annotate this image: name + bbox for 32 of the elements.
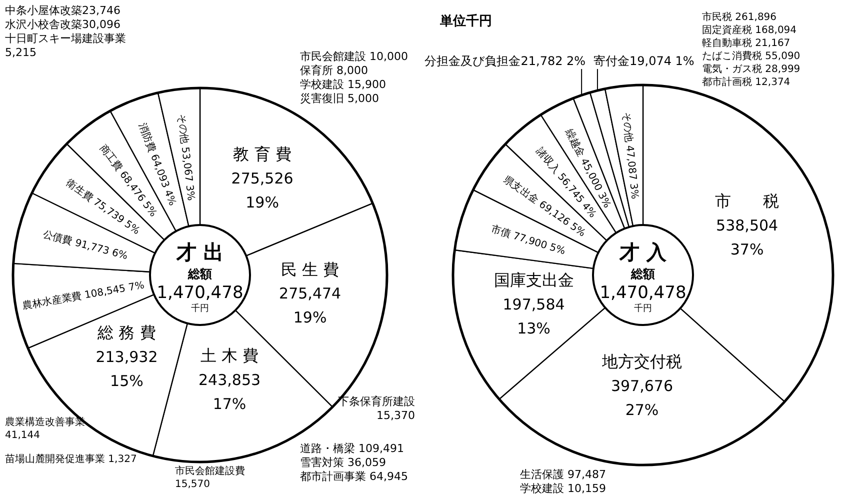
text: 総額 1,470,478 千円 <box>156 267 244 314</box>
slice-label: 教 育 費 <box>233 144 292 164</box>
slice-label: 農林水産業費 108,545 7% <box>21 279 146 312</box>
data-label: 397,676 27% <box>610 376 673 419</box>
text: 市民会館建設 10,000 保育所 8,000 学校建設 15,900 災害復旧 5,000 <box>300 50 408 105</box>
slice-label: その他 53,067 3% <box>175 113 197 202</box>
text: 道路・橋梁 109,491 雪害対策 36,059 都市計画事業 64,945 <box>300 442 408 483</box>
text: 苗場山麓開発促進事業 1,327 <box>5 453 137 465</box>
text: 市民会館建設費 15,570 <box>175 465 245 490</box>
slice-label: 土 木 費 <box>200 346 259 366</box>
slice-label: 公債費 91,773 6% <box>42 228 129 262</box>
data-label: 538,504 37% <box>716 216 778 258</box>
data-label: 275,526 19% <box>231 170 294 212</box>
text: 市民税 261,896 固定資産税 168,094 軽自動車税 21,167 たばこ消費税 55,090 電気・ガス税 28,999 都市計画税 12,374 <box>702 11 800 88</box>
slice-label: 市 税 <box>715 191 780 210</box>
slice-label: 総 務 費 <box>96 322 156 342</box>
text: 中条小屋体改築23,746 水沢小校舎改築30,096 十日町スキー場建設事業 5,215 <box>5 4 126 59</box>
data-label: 197,584 13% <box>502 296 565 338</box>
text: 生活保護 97,487 学校建設 10,159 <box>520 468 606 495</box>
slice-label: その他 47,087 3% <box>620 112 641 200</box>
slice-label: 民 生 費 <box>280 260 340 279</box>
text: 総額 1,470,478 千円 <box>600 267 686 314</box>
slice-label: 寄付金19,074 1% <box>593 54 694 68</box>
slice-label: 地方交付税 <box>600 352 682 371</box>
text: 才 入 <box>618 240 668 264</box>
slice-label: 分担金及び負担金21,782 2% <box>424 54 586 68</box>
data-label: 243,853 17% <box>198 371 261 414</box>
data-label: 213,932 15% <box>96 348 158 390</box>
data-label: 275,474 19% <box>279 284 342 327</box>
text: 単位千円 <box>439 13 492 29</box>
text: 才 出 <box>176 240 224 264</box>
slice-label: 国庫支出金 <box>494 270 574 290</box>
